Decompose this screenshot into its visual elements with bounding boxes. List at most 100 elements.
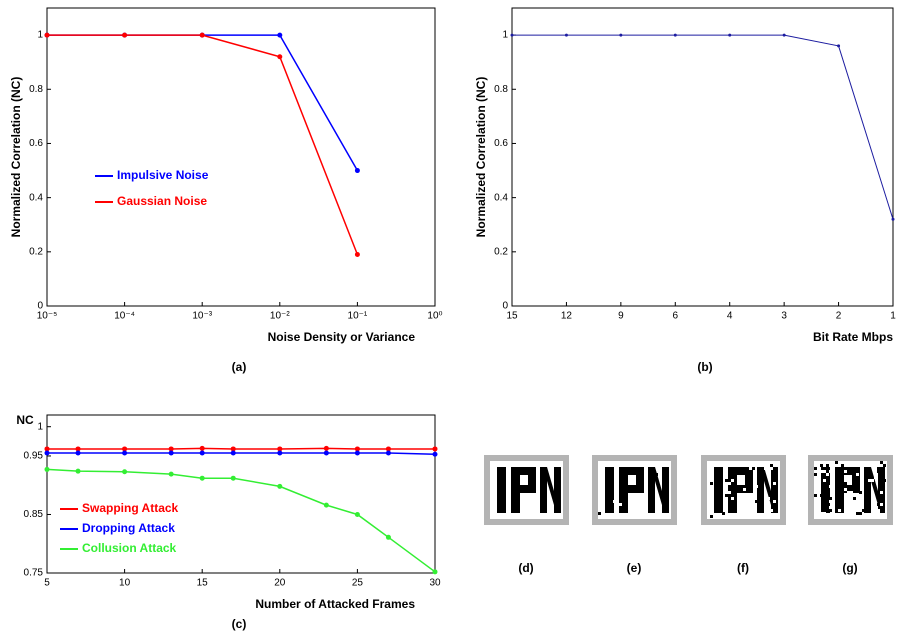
noise-pixel: [725, 479, 728, 482]
noise-pixel: [880, 503, 883, 506]
ipn-logo: [484, 455, 569, 525]
noise-pixel: [752, 467, 755, 470]
noise-pixel: [859, 512, 862, 515]
noise-pixel: [826, 500, 829, 503]
noise-pixel: [883, 464, 886, 467]
point: [44, 450, 50, 456]
noise-pixel: [755, 500, 758, 503]
noise-pixel: [829, 500, 832, 503]
noise-pixel: [814, 467, 817, 470]
point: [385, 450, 391, 456]
x-tick-label: 30: [429, 578, 441, 589]
y-tick-label: 0.2: [29, 246, 43, 257]
noise-pixel: [767, 497, 770, 500]
x-tick-label: 10: [119, 578, 131, 589]
y-tick-label: 0.85: [24, 509, 44, 520]
point: [199, 32, 205, 38]
noise-pixel: [598, 512, 601, 515]
noise-pixel: [847, 461, 850, 464]
point: [837, 44, 841, 48]
noise-pixel: [853, 497, 856, 500]
legend-label: Dropping Attack: [82, 521, 175, 535]
x-tick-label: 10⁻³: [192, 311, 212, 322]
point: [728, 33, 732, 37]
watermark-image: [592, 455, 677, 525]
noise-pixel: [725, 494, 728, 497]
noise-pixel: [880, 488, 883, 491]
point: [168, 446, 174, 452]
noise-pixel: [743, 470, 746, 473]
noise-pixel: [859, 491, 862, 494]
noise-pixel: [856, 512, 859, 515]
point: [432, 569, 438, 575]
point: [230, 450, 236, 456]
point: [44, 446, 50, 452]
point: [75, 446, 81, 452]
legend-label: Collusion Attack: [82, 541, 177, 555]
point: [277, 483, 283, 489]
watermark-image: [701, 455, 786, 525]
x-tick-label: 9: [618, 311, 624, 322]
noise-pixel: [838, 482, 841, 485]
x-axis-label: Bit Rate Mbps: [813, 330, 893, 344]
y-tick-label: 0.6: [29, 138, 43, 149]
noise-pixel: [773, 482, 776, 485]
point: [122, 32, 128, 38]
noise-pixel: [835, 515, 838, 518]
series-line: [47, 452, 436, 455]
plot-frame: [511, 7, 894, 307]
noise-pixel: [877, 467, 880, 470]
y-tick-label: 0.4: [494, 192, 508, 203]
plot-frame: [46, 414, 436, 574]
series-line: [512, 34, 894, 220]
noise-pixel: [731, 479, 734, 482]
point: [323, 502, 329, 508]
y-tick-label: 0: [502, 301, 508, 312]
point: [673, 33, 677, 37]
noise-pixel: [722, 512, 725, 515]
noise-pixel: [844, 482, 847, 485]
x-tick-label: 4: [727, 311, 733, 322]
noise-pixel: [847, 491, 850, 494]
point: [619, 33, 623, 37]
noise-pixel: [710, 476, 713, 479]
noise-pixel: [820, 470, 823, 473]
noise-pixel: [883, 461, 886, 464]
noise-pixel: [877, 470, 880, 473]
noise-pixel: [859, 497, 862, 500]
point: [354, 168, 360, 174]
noise-pixel: [710, 515, 713, 518]
x-tick-label: 10⁰: [427, 311, 442, 322]
y-tick-label: 0.2: [494, 246, 508, 257]
noise-pixel: [817, 503, 820, 506]
image-caption: (e): [627, 561, 642, 575]
noise-pixel: [856, 473, 859, 476]
x-tick-label: 10⁻⁴: [114, 311, 135, 322]
noise-pixel: [826, 497, 829, 500]
noise-pixel: [613, 500, 616, 503]
x-tick-label: 6: [673, 311, 679, 322]
x-axis-label: Number of Attacked Frames: [255, 597, 415, 611]
y-tick-label: 0.95: [24, 451, 44, 462]
x-tick-label: 10⁻¹: [348, 311, 368, 322]
noise-pixel: [829, 485, 832, 488]
point: [385, 534, 391, 540]
noise-pixel: [871, 497, 874, 500]
point: [510, 33, 514, 37]
point: [323, 445, 329, 451]
noise-pixel: [743, 488, 746, 491]
noise-pixel: [856, 500, 859, 503]
noise-pixel: [770, 467, 773, 470]
x-tick-label: 25: [352, 578, 364, 589]
noise-pixel: [728, 467, 731, 470]
x-tick-label: 5: [44, 578, 50, 589]
point: [122, 450, 128, 456]
noise-pixel: [844, 497, 847, 500]
point: [564, 33, 568, 37]
noise-pixel: [829, 470, 832, 473]
point: [277, 446, 283, 452]
noise-pixel: [844, 509, 847, 512]
y-axis-label: Normalized Correlation (NC): [9, 77, 23, 238]
image-caption: (d): [518, 561, 533, 575]
